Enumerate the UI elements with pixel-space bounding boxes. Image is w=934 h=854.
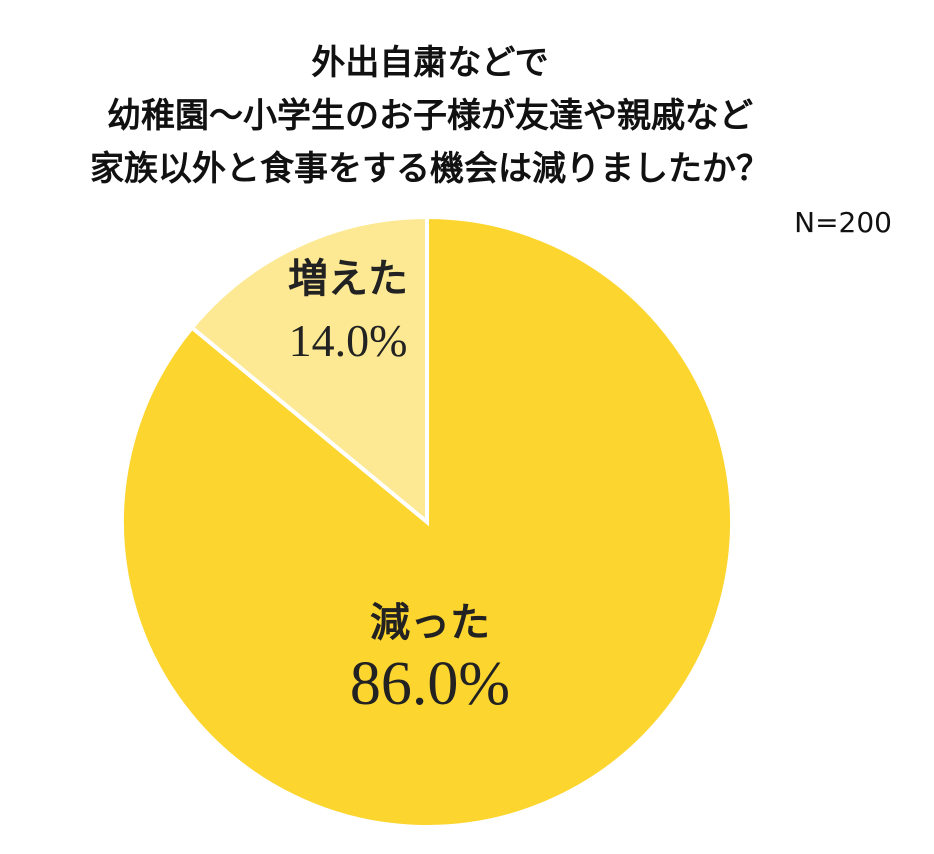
chart-title: 家族以外と食事をする機会は減りましたか？ [90,149,770,189]
slice-label: 減った [370,600,490,646]
chart-title: 幼稚園～小学生のお子様が友達や親戚など [107,96,753,136]
slice-value: 86.0% [350,650,510,718]
sample-size: N=200 [794,206,892,239]
chart-title: 外出自粛などで [311,43,548,83]
slice-label: 増えた [288,256,408,302]
slice-value: 14.0% [289,315,408,366]
pie-slice [189,214,429,527]
